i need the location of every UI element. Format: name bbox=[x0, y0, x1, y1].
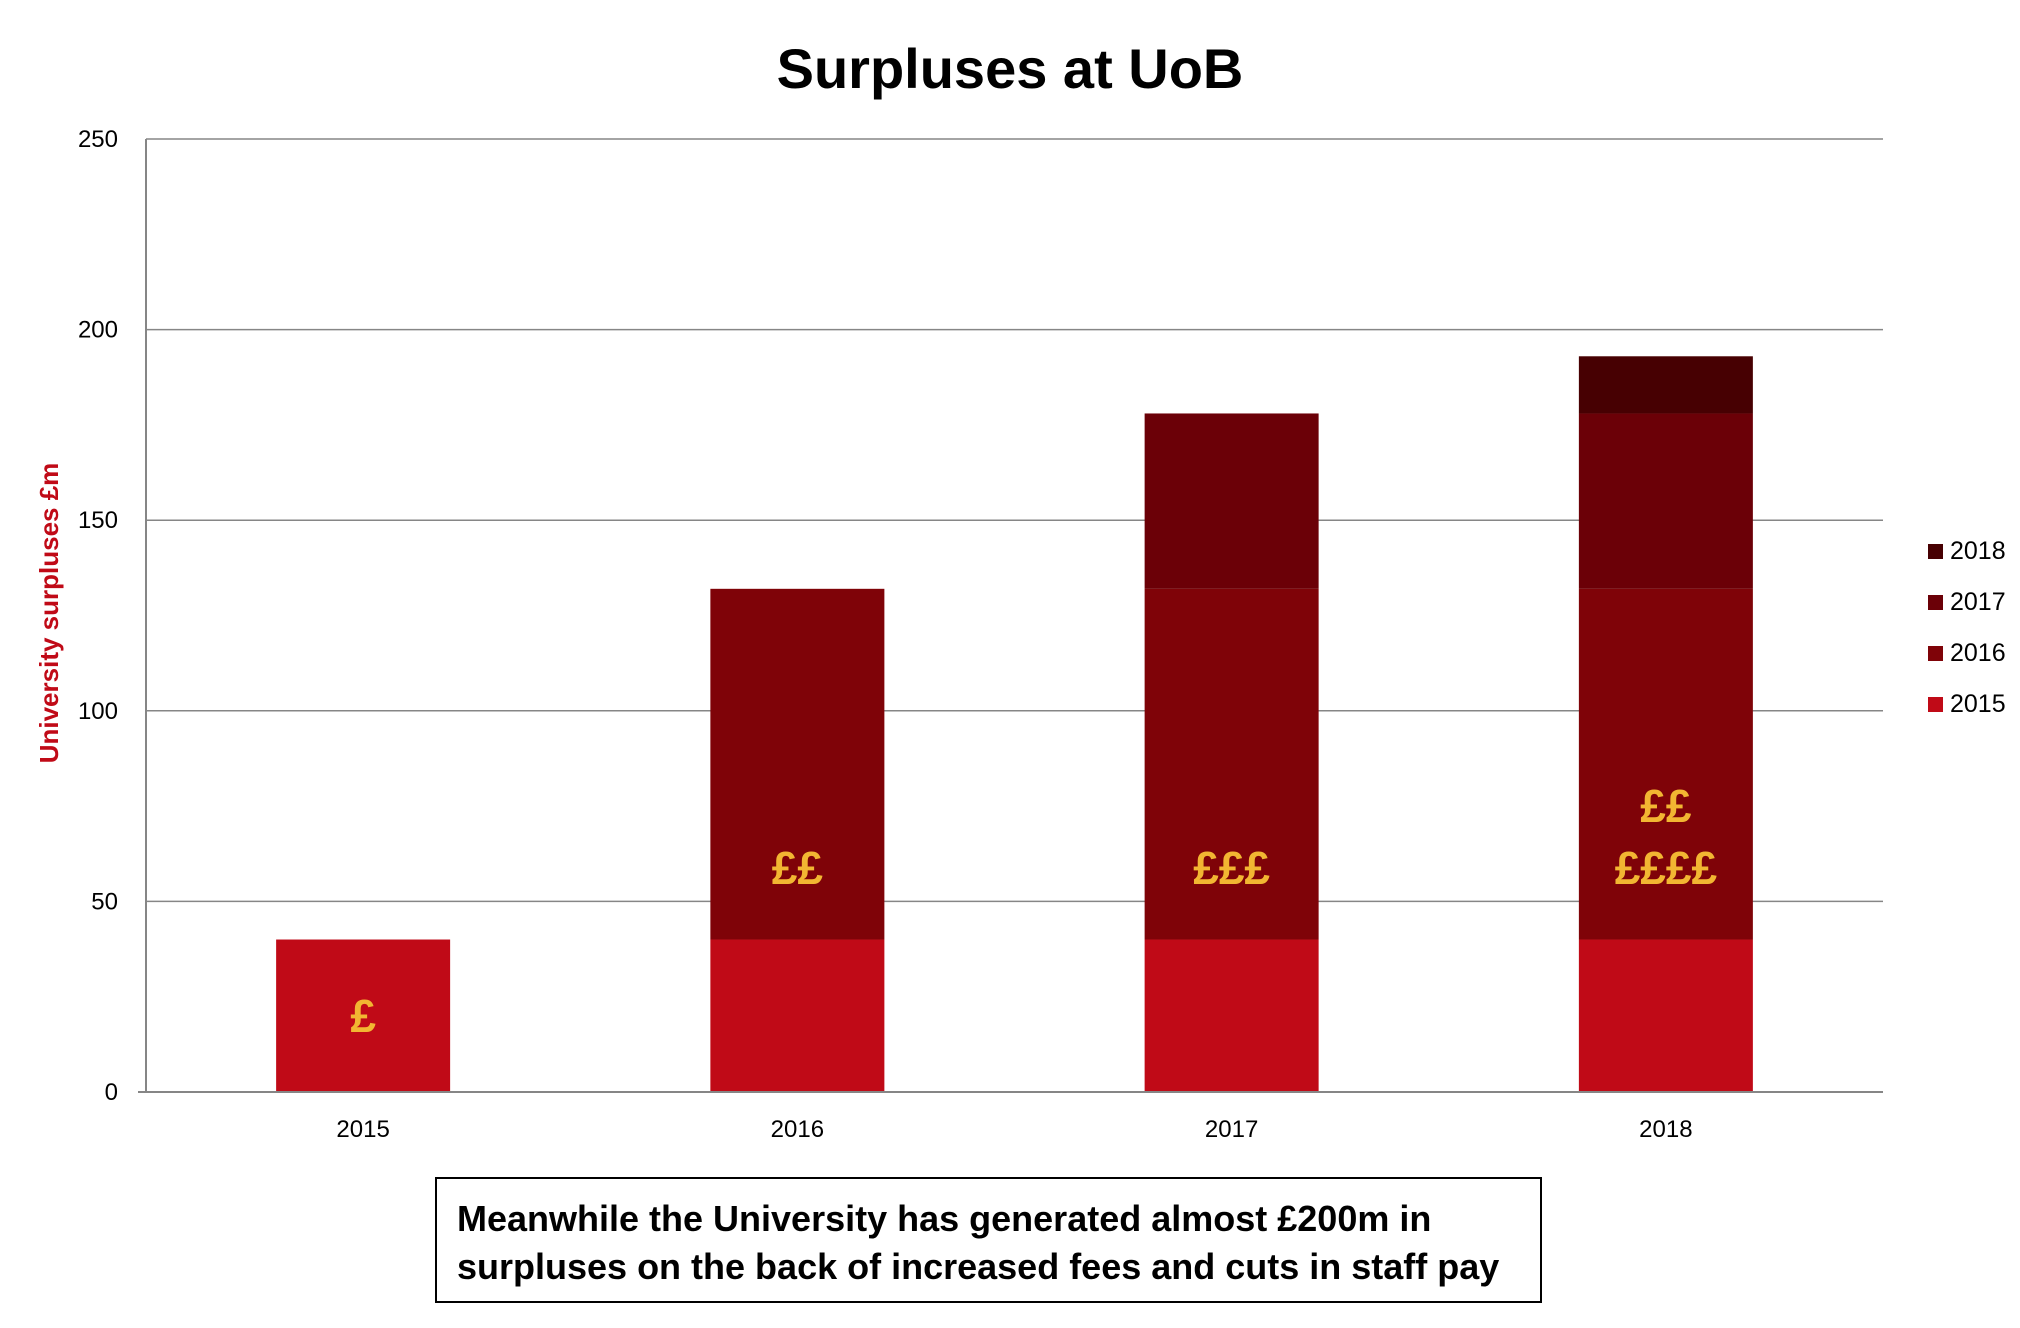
chart-title: Surpluses at UoB bbox=[777, 37, 1244, 100]
caption-box: Meanwhile the University has generated a… bbox=[435, 1177, 1542, 1303]
legend-label: 2018 bbox=[1950, 537, 2006, 565]
y-tick-label: 50 bbox=[91, 888, 118, 915]
bar-label: £ bbox=[350, 990, 376, 1042]
legend-swatch bbox=[1928, 646, 1943, 661]
caption-line-2: surpluses on the back of increased fees … bbox=[457, 1246, 1500, 1287]
bar-segment-2018-series-2015 bbox=[1578, 939, 1753, 1092]
x-tick-label: 2018 bbox=[1639, 1116, 1692, 1143]
y-tick-label: 250 bbox=[78, 126, 118, 153]
caption-line-1: Meanwhile the University has generated a… bbox=[457, 1198, 1432, 1239]
x-tick-label: 2015 bbox=[336, 1116, 389, 1143]
legend-label: 2016 bbox=[1950, 639, 2006, 667]
legend-swatch bbox=[1928, 544, 1943, 559]
bar-segment-2018-series-2018 bbox=[1578, 356, 1753, 414]
bar-segment-2015-series-2015 bbox=[276, 939, 451, 1092]
bar-segment-2017-series-2015 bbox=[1144, 939, 1319, 1092]
legend-label: 2017 bbox=[1950, 588, 2006, 616]
bar-segment-2018-series-2017 bbox=[1578, 413, 1753, 589]
bar-segment-2018-series-2016 bbox=[1578, 588, 1753, 940]
bar-segment-2017-series-2017 bbox=[1144, 413, 1319, 589]
axes: 0 50 100 150 200 250 2015 2016 2017 2018 bbox=[78, 126, 1883, 1143]
y-tick-label: 100 bbox=[78, 698, 118, 725]
bar-segment-2017-series-2016 bbox=[1144, 588, 1319, 940]
bar-segment-2016-series-2015 bbox=[710, 939, 885, 1092]
x-tick-label: 2016 bbox=[771, 1116, 824, 1143]
bar-segment-2016-series-2016 bbox=[710, 588, 885, 940]
y-axis-label: University surpluses £m bbox=[34, 463, 64, 764]
legend-label: 2015 bbox=[1950, 690, 2006, 718]
legend: 2018 2017 2016 2015 bbox=[1928, 537, 2006, 718]
y-tick-label: 150 bbox=[78, 507, 118, 534]
legend-swatch bbox=[1928, 595, 1943, 610]
bar-label: ££ bbox=[1640, 780, 1692, 832]
bar-label: ££££ bbox=[1615, 842, 1718, 894]
y-tick-label: 200 bbox=[78, 317, 118, 344]
legend-swatch bbox=[1928, 697, 1943, 712]
x-tick-label: 2017 bbox=[1205, 1116, 1258, 1143]
bar-labels: £££ £££££££££ bbox=[350, 780, 1717, 1042]
bar-label: ££ bbox=[772, 842, 824, 894]
bar-label: £££ bbox=[1193, 842, 1270, 894]
y-tick-label: 0 bbox=[105, 1079, 118, 1106]
bars bbox=[276, 356, 1753, 1092]
